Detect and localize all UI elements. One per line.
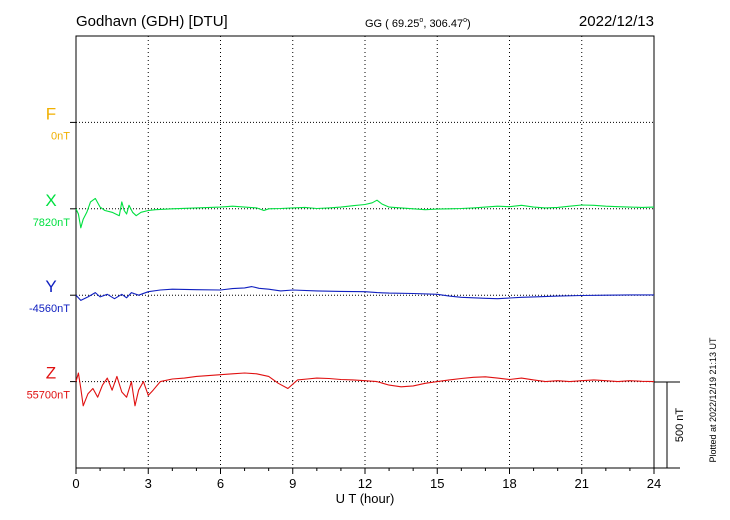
x-axis-label: U T (hour) [336,491,395,506]
x-tick-label: 18 [502,476,516,491]
coords-lon-degree: o [463,17,467,24]
station-title: Godhavn (GDH) [DTU] [76,13,228,30]
coords-mid: , 306.47 [423,18,463,30]
x-tick-label: 6 [217,476,224,491]
x-tick-label: 24 [647,476,661,491]
series-labels: F 0nT X 7820nT Y -4560nT Z 55700nT [27,104,71,401]
x-tick-label: 0 [72,476,79,491]
component-name-z: Z [46,364,56,383]
series-group [75,197,655,407]
x-tick-label: 15 [430,476,444,491]
series-line-y [75,286,654,301]
x-axis-ticks [70,121,655,474]
x-tick-label: 9 [289,476,296,491]
x-tick-label: 3 [145,476,152,491]
series-line-x [75,197,655,229]
coords-suffix: ) [467,18,471,30]
component-name-x: X [45,191,56,210]
date-label: 2022/12/13 [579,13,654,30]
grid-lines [76,36,654,468]
component-name-y: Y [45,277,56,296]
baseline-value-y: -4560nT [29,303,70,315]
x-tick-label: 12 [358,476,372,491]
coords-prefix: GG ( 69.25 [365,18,419,30]
scale-bar: 500 nT [654,381,686,469]
scale-bar-label: 500 nT [674,408,686,443]
station-coordinates: GG ( 69.25o, 306.47o) [365,17,471,30]
component-name-f: F [46,104,56,123]
baseline-value-z: 55700nT [27,390,71,402]
series-line-z [75,372,655,407]
baseline-value-x: 7820nT [33,217,71,229]
coords-lat-degree: o [419,17,423,24]
x-axis-tick-labels: 0 3 6 9 12 15 18 21 24 [72,476,661,491]
baseline-value-f: 0nT [51,130,70,142]
plotted-at-note: Plotted at 2022/12/19 21:13 UT [708,337,718,463]
x-tick-label: 21 [575,476,589,491]
